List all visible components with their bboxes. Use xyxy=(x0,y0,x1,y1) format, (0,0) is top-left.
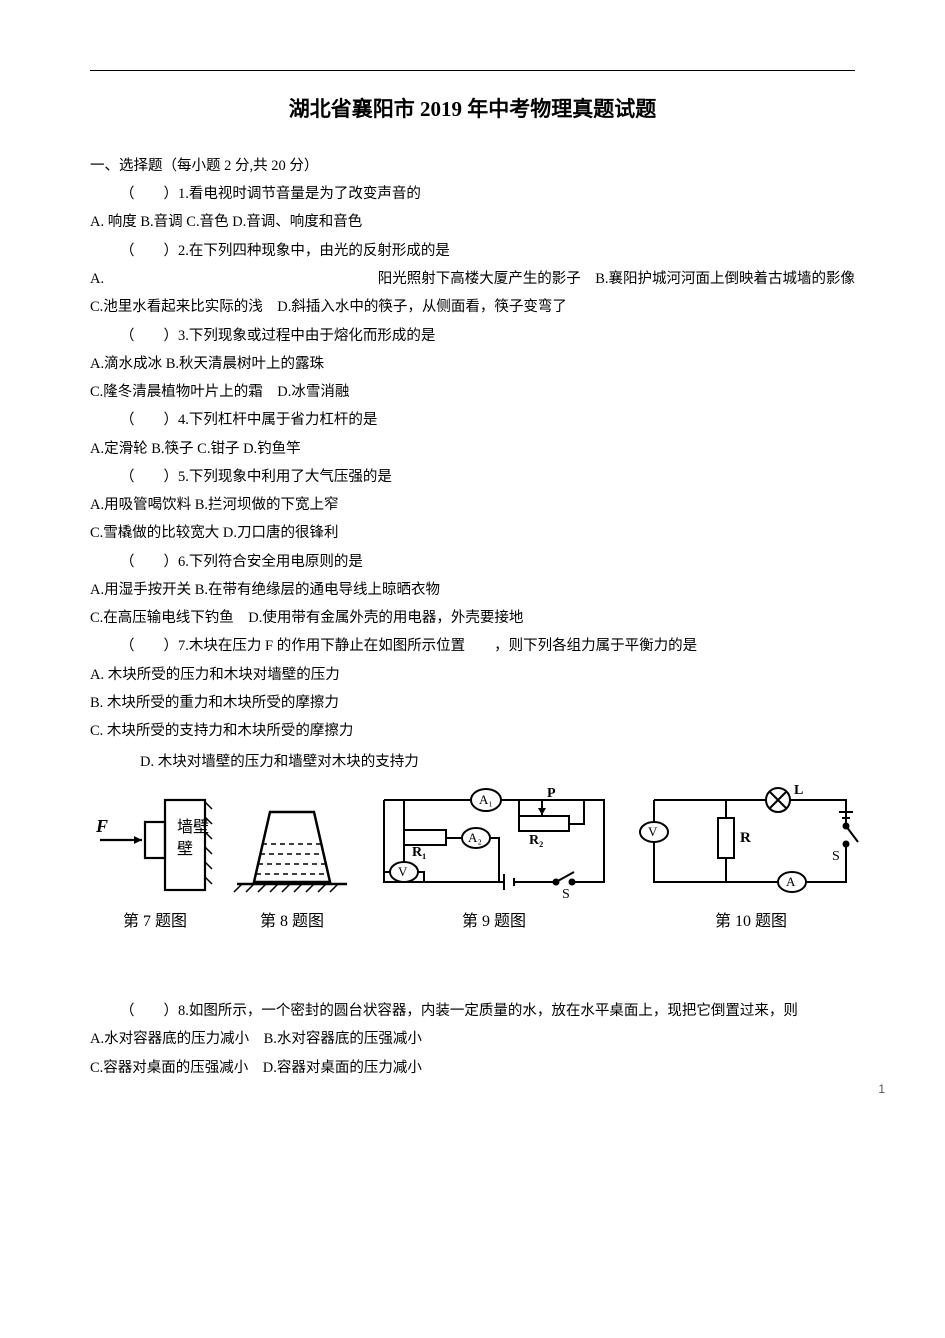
figure-8-svg xyxy=(232,792,352,902)
q2-option-a-row: A. 阳光照射下高楼大厦产生的影子 B.襄阳护城河河面上倒映着古城墙的影像 xyxy=(90,265,855,293)
figures-row: 墙壁 壁 F 第 7 题图 xyxy=(90,782,855,937)
figure-9-svg: A₁ A₂ R₁ R₂ V P S xyxy=(364,782,624,902)
fig9-r2-label: R₂ xyxy=(529,833,543,848)
q7-option-c: C. 木块所受的支持力和木块所受的摩擦力 xyxy=(90,717,855,745)
page-number: 1 xyxy=(878,1078,885,1101)
q5-options-ab: A.用吸管喝饮料 B.拦河坝做的下宽上窄 xyxy=(90,491,855,519)
q3-options-cd: C.隆冬清晨植物叶片上的霜 D.冰雪消融 xyxy=(90,378,855,406)
fig10-a-label: A xyxy=(786,874,796,889)
figure-7-svg: 墙壁 壁 F xyxy=(90,792,220,902)
fig10-r-label: R xyxy=(740,830,751,846)
figure-7-caption: 第 7 题图 xyxy=(123,906,187,937)
figure-7-wall-label: 墙壁 xyxy=(177,817,209,836)
fig9-p-label: P xyxy=(547,786,556,801)
figure-10-caption: 第 10 题图 xyxy=(715,906,787,937)
svg-text:壁: 壁 xyxy=(177,839,193,858)
figure-9: A₁ A₂ R₁ R₂ V P S 第 9 题图 xyxy=(364,782,624,937)
q3-options-ab: A.滴水成冰 B.秋天清晨树叶上的露珠 xyxy=(90,350,855,378)
q7-stem: （ ）7.木块在压力 F 的作用下静止在如图所示位置 ，则下列各组力属于平衡力的… xyxy=(90,632,855,660)
fig9-v-label: V xyxy=(398,864,408,879)
fig9-a2-label: A₂ xyxy=(468,830,482,845)
q4-options: A.定滑轮 B.筷子 C.钳子 D.钓鱼竿 xyxy=(90,435,855,463)
figure-7: 墙壁 壁 F 第 7 题图 xyxy=(90,792,220,937)
fig10-s-label: S xyxy=(832,849,840,864)
q6-options-cd: C.在高压输电线下钓鱼 D.使用带有金属外壳的用电器，外壳要接地 xyxy=(90,604,855,632)
q5-options-cd: C.雪橇做的比较宽大 D.刀口唐的很锋利 xyxy=(90,519,855,547)
q6-stem: （ ）6.下列符合安全用电原则的是 xyxy=(90,548,855,576)
q8-stem: （ ）8.如图所示，一个密封的圆台状容器，内装一定质量的水，放在水平桌面上，现把… xyxy=(90,997,855,1025)
section-1-header: 一、选择题（每小题 2 分,共 20 分） xyxy=(90,152,855,180)
figure-10: V R A L S 第 10 题图 xyxy=(636,782,866,937)
fig10-l-label: L xyxy=(794,783,803,798)
q2-opt-a-label: A. xyxy=(90,265,120,293)
fig9-s-label: S xyxy=(562,887,570,902)
q8-options-ab: A.水对容器底的压力减小 B.水对容器底的压强减小 xyxy=(90,1025,855,1053)
figure-9-caption: 第 9 题图 xyxy=(462,906,526,937)
q6-options-ab: A.用湿手按开关 B.在带有绝缘层的通电导线上晾晒衣物 xyxy=(90,576,855,604)
q3-stem: （ ）3.下列现象或过程中由于熔化而形成的是 xyxy=(90,322,855,350)
q8-options-cd: C.容器对桌面的压强减小 D.容器对桌面的压力减小 xyxy=(90,1054,855,1082)
q7-option-a: A. 木块所受的压力和木块对墙壁的压力 xyxy=(90,661,855,689)
q2-stem: （ ）2.在下列四种现象中，由光的反射形成的是 xyxy=(90,237,855,265)
page-title: 湖北省襄阳市 2019 年中考物理真题试题 xyxy=(90,89,855,130)
q5-stem: （ ）5.下列现象中利用了大气压强的是 xyxy=(90,463,855,491)
figure-8-caption: 第 8 题图 xyxy=(260,906,324,937)
q1-options: A. 响度 B.音调 C.音色 D.音调、响度和音色 xyxy=(90,208,855,236)
q1-stem: （ ）1.看电视时调节音量是为了改变声音的 xyxy=(90,180,855,208)
q2-opt-a-text: 阳光照射下高楼大厦产生的影子 B.襄阳护城河河面上倒映着古城墙的影像 xyxy=(120,265,855,293)
figure-7-force-label: F xyxy=(95,816,108,836)
fig10-v-label: V xyxy=(648,824,658,839)
q2-options-cd: C.池里水看起来比实际的浅 D.斜插入水中的筷子，从侧面看，筷子变弯了 xyxy=(90,293,855,321)
q7-option-b: B. 木块所受的重力和木块所受的摩擦力 xyxy=(90,689,855,717)
fig9-r1-label: R₁ xyxy=(412,845,426,860)
q7-option-d: D. 木块对墙壁的压力和墙壁对木块的支持力 xyxy=(90,748,855,776)
fig9-a1-label: A₁ xyxy=(479,792,493,807)
q4-stem: （ ）4.下列杠杆中属于省力杠杆的是 xyxy=(90,406,855,434)
figure-8: 第 8 题图 xyxy=(232,792,352,937)
figure-10-svg: V R A L S xyxy=(636,782,866,902)
